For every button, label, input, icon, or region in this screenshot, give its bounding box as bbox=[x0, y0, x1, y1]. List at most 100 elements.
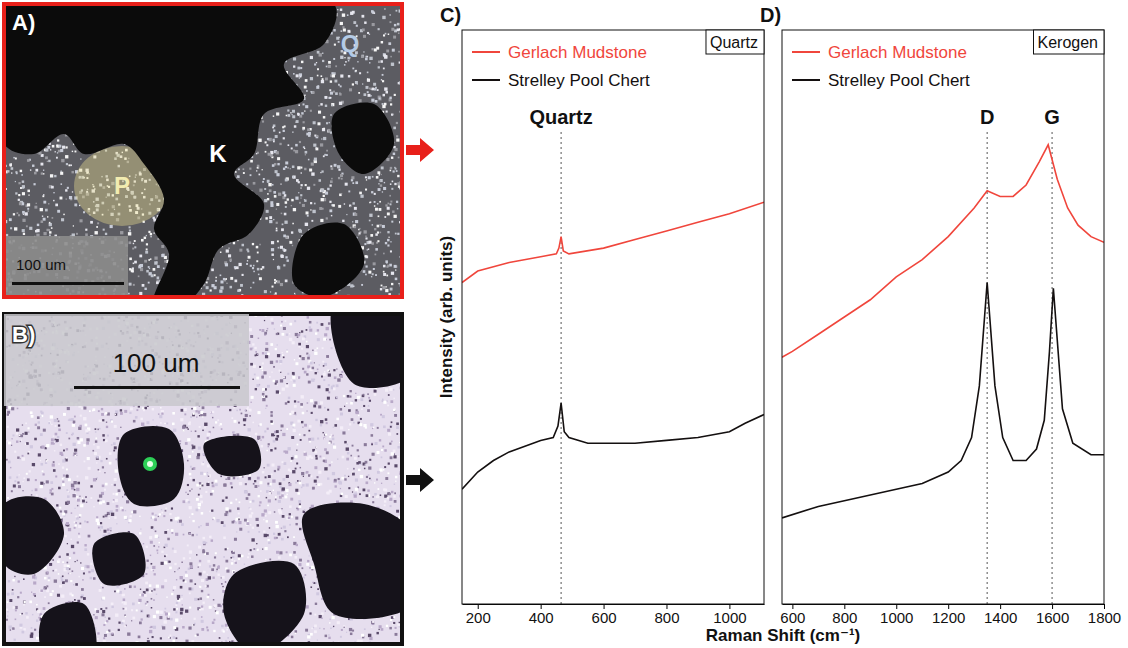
texture-speck bbox=[129, 258, 132, 261]
texture-speck bbox=[270, 204, 273, 207]
texture-speck bbox=[28, 195, 29, 196]
texture-speck bbox=[288, 114, 291, 117]
texture-speck bbox=[316, 62, 317, 63]
texture-speck bbox=[391, 114, 393, 116]
texture-speck bbox=[368, 80, 370, 82]
texture-speck bbox=[275, 170, 278, 173]
texture-speck bbox=[387, 203, 389, 205]
texture-speck bbox=[331, 103, 334, 106]
texture-speck bbox=[329, 209, 332, 212]
texture-speck bbox=[133, 243, 134, 244]
texture-speck bbox=[234, 268, 236, 270]
texture-speck bbox=[246, 249, 248, 251]
texture-speck bbox=[303, 146, 305, 148]
texture-speck bbox=[37, 224, 39, 226]
texture-speck bbox=[230, 277, 233, 280]
texture-speck bbox=[291, 205, 292, 206]
texture-speck bbox=[264, 199, 267, 202]
texture-speck bbox=[286, 177, 289, 180]
texture-speck bbox=[43, 218, 46, 221]
texture-speck bbox=[390, 103, 392, 105]
texture-speck bbox=[157, 265, 160, 268]
texture-speck bbox=[35, 169, 38, 172]
texture-speck bbox=[369, 202, 370, 203]
texture-speck bbox=[267, 180, 270, 183]
texture-speck bbox=[375, 208, 378, 211]
texture-speck bbox=[333, 145, 335, 147]
texture-speck bbox=[220, 280, 223, 283]
texture-speck bbox=[292, 115, 295, 118]
texture-speck bbox=[310, 56, 313, 59]
texture-speck bbox=[390, 56, 392, 58]
texture-speck bbox=[320, 103, 322, 105]
texture-speck bbox=[331, 215, 332, 216]
texture-speck bbox=[277, 280, 280, 283]
texture-speck bbox=[58, 145, 60, 147]
texture-speck bbox=[228, 247, 230, 249]
texture-speck bbox=[390, 288, 393, 291]
texture-speck bbox=[319, 53, 322, 56]
texture-speck bbox=[384, 182, 385, 183]
texture-speck bbox=[300, 194, 302, 196]
texture-speck bbox=[338, 84, 339, 85]
texture-speck bbox=[22, 185, 25, 188]
texture-speck bbox=[350, 206, 351, 207]
texture-speck bbox=[276, 230, 278, 232]
texture-speck bbox=[74, 203, 77, 206]
texture-speck bbox=[22, 180, 24, 182]
texture-speck bbox=[308, 159, 310, 161]
texture-speck bbox=[314, 135, 316, 137]
texture-speck bbox=[371, 191, 373, 193]
texture-speck bbox=[148, 231, 150, 233]
texture-speck bbox=[368, 94, 371, 97]
texture-speck bbox=[371, 99, 374, 102]
texture-speck bbox=[291, 147, 293, 149]
texture-speck bbox=[20, 170, 22, 172]
texture-speck bbox=[276, 228, 278, 230]
texture-speck bbox=[311, 91, 314, 94]
texture-speck bbox=[48, 229, 50, 231]
texture-speck bbox=[280, 246, 283, 249]
texture-speck bbox=[334, 164, 337, 167]
texture-speck bbox=[22, 211, 25, 214]
texture-speck bbox=[27, 203, 30, 206]
texture-speck bbox=[379, 180, 381, 182]
texture-speck bbox=[275, 135, 278, 138]
texture-speck bbox=[378, 66, 380, 68]
texture-speck bbox=[298, 192, 299, 193]
texture-speck bbox=[257, 165, 260, 168]
texture-speck bbox=[56, 157, 58, 159]
texture-speck bbox=[257, 252, 259, 254]
texture-speck bbox=[368, 176, 371, 179]
texture-speck bbox=[305, 154, 306, 155]
texture-speck bbox=[367, 79, 370, 82]
texture-speck bbox=[298, 104, 300, 106]
image-content bbox=[4, 4, 402, 297]
texture-speck bbox=[349, 205, 351, 207]
texture-speck bbox=[274, 279, 276, 281]
texture-speck bbox=[333, 58, 335, 60]
texture-speck bbox=[262, 169, 263, 170]
texture-speck bbox=[341, 193, 342, 194]
texture-speck bbox=[380, 179, 383, 182]
texture-speck bbox=[243, 172, 245, 174]
texture-speck bbox=[246, 183, 248, 185]
texture-speck bbox=[23, 214, 24, 215]
texture-speck bbox=[391, 221, 393, 223]
texture-speck bbox=[348, 75, 350, 77]
texture-speck bbox=[308, 134, 311, 137]
texture-speck bbox=[146, 270, 149, 273]
texture-speck bbox=[134, 261, 137, 264]
texture-speck bbox=[53, 200, 54, 201]
texture-speck bbox=[393, 153, 395, 155]
texture-speck bbox=[153, 268, 156, 271]
texture-speck bbox=[389, 195, 391, 197]
texture-speck bbox=[354, 226, 356, 228]
texture-speck bbox=[15, 158, 17, 160]
texture-speck bbox=[362, 28, 365, 31]
texture-speck bbox=[317, 68, 319, 70]
texture-speck bbox=[383, 253, 385, 255]
texture-speck bbox=[60, 172, 63, 175]
texture-speck bbox=[392, 49, 395, 52]
texture-speck bbox=[303, 121, 305, 123]
